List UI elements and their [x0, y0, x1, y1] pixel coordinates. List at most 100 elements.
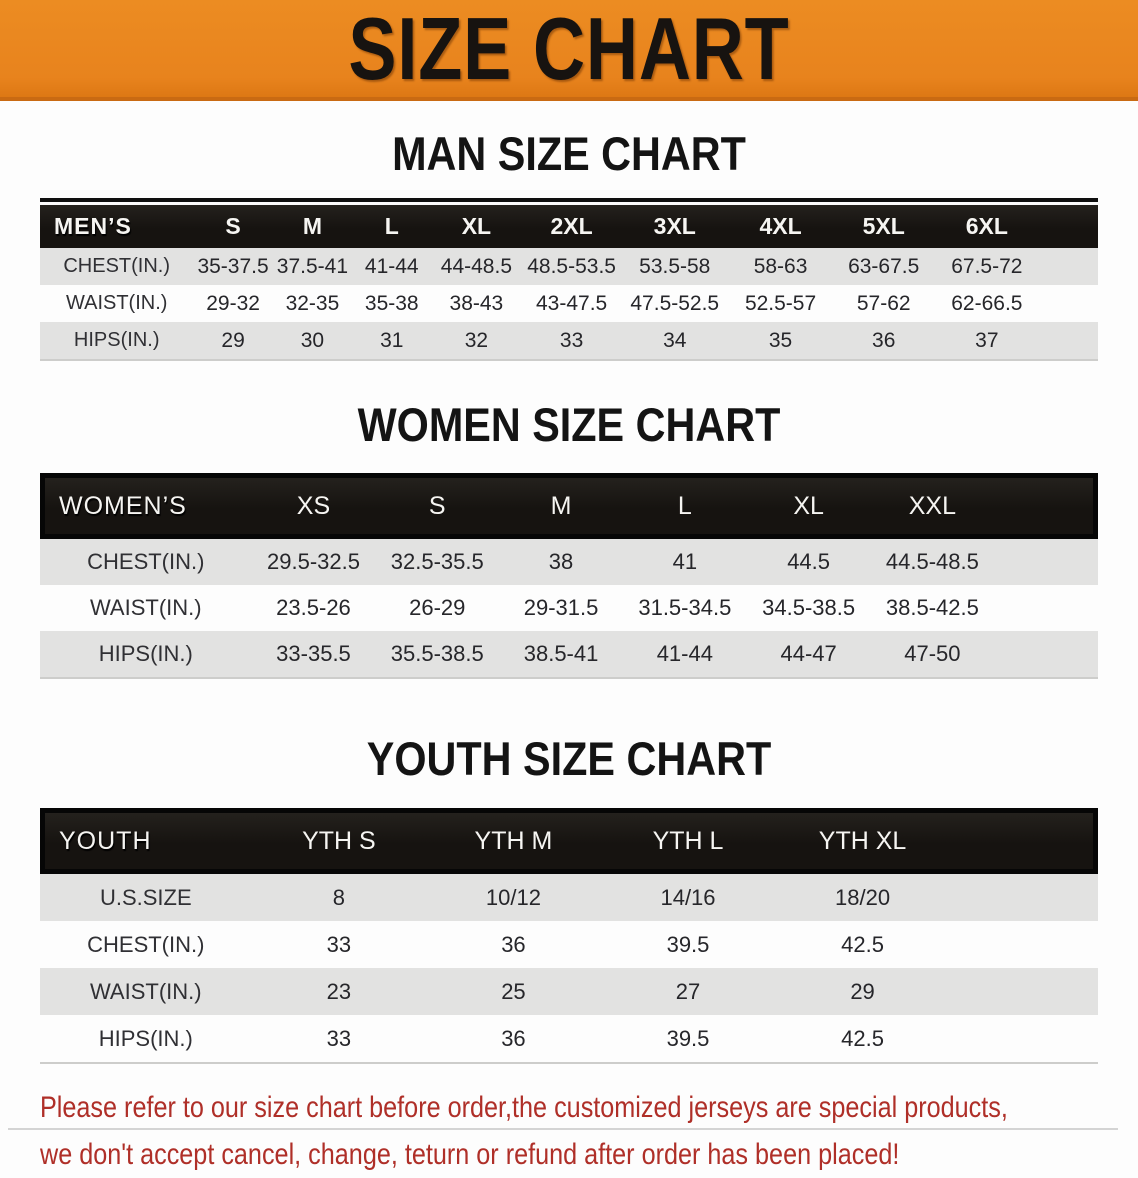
youth-size-heading: YOUTH SIZE CHART	[366, 732, 772, 785]
youth-size-section: YOUTH SIZE CHART YOUTH YTH S YTH M YTH L YTH…	[0, 735, 1138, 1064]
size-value-cell: 42.5	[775, 1015, 950, 1064]
womens-size-table: WOMEN’S XS S M L XL XXL CHEST(IN.) 29.5-32.5 32.5…	[40, 473, 1098, 679]
size-value-cell: 43-47.5	[521, 285, 622, 322]
row-label-cell: WAIST(IN.)	[40, 968, 252, 1015]
size-value-cell: 14/16	[600, 874, 776, 921]
spacer-cell	[949, 921, 1098, 968]
size-value-cell: 27	[600, 968, 776, 1015]
size-value-cell: 39.5	[600, 1015, 776, 1064]
youth-size-table: YOUTH YTH S YTH M YTH L YTH XL U.S.SIZE 8 10/12…	[40, 808, 1098, 1064]
table-row: HIPS(IN.) 33-35.5 35.5-38.5 38.5-41 41-44 44-…	[40, 631, 1098, 679]
size-column-header: YTH L	[600, 808, 776, 874]
size-column-header: XS	[251, 473, 376, 539]
size-value-cell: 41-44	[622, 631, 747, 679]
spacer-cell	[1039, 285, 1098, 322]
size-value-cell: 33-35.5	[251, 631, 376, 679]
size-column-header: YTH M	[426, 808, 601, 874]
spacer-cell	[949, 808, 1098, 874]
row-label-cell: HIPS(IN.)	[40, 631, 252, 679]
size-column-header: S	[193, 202, 273, 248]
size-value-cell: 35-37.5	[193, 248, 273, 285]
spacer-cell	[1039, 322, 1098, 361]
size-value-cell: 23	[251, 968, 427, 1015]
size-column-header: 6XL	[933, 202, 1040, 248]
disclaimer: Please refer to our size chart before or…	[40, 1084, 1138, 1178]
spacer-cell	[994, 473, 1098, 539]
table-row: CHEST(IN.) 33 36 39.5 42.5	[40, 921, 1098, 968]
row-label-cell: WAIST(IN.)	[40, 285, 194, 322]
row-label-cell: HIPS(IN.)	[40, 322, 194, 361]
size-value-cell: 41-44	[352, 248, 432, 285]
spacer-cell	[994, 631, 1098, 679]
size-value-cell: 33	[251, 1015, 427, 1064]
table-row: HIPS(IN.) 29 30 31 32 33 34 35 36 37	[40, 322, 1098, 361]
table-title-cell: YOUTH	[40, 808, 252, 874]
size-value-cell: 44-48.5	[431, 248, 522, 285]
row-label-cell: WAIST(IN.)	[40, 585, 252, 631]
size-value-cell: 30	[272, 322, 353, 361]
size-value-cell: 29-32	[193, 285, 273, 322]
size-value-cell: 38.5-42.5	[870, 585, 995, 631]
size-column-header: S	[375, 473, 500, 539]
table-title-cell: WOMEN’S	[40, 473, 252, 539]
disclaimer-line-1: Please refer to our size chart before or…	[40, 1091, 1008, 1124]
size-value-cell: 41	[622, 539, 747, 585]
size-value-cell: 67.5-72	[933, 248, 1040, 285]
size-value-cell: 35	[727, 322, 834, 361]
womens-size-heading: WOMEN SIZE CHART	[357, 398, 781, 451]
table-row: WAIST(IN.) 23.5-26 26-29 29-31.5 31.5-34.5 34…	[40, 585, 1098, 631]
size-value-cell: 32-35	[272, 285, 353, 322]
size-value-cell: 47-50	[870, 631, 995, 679]
size-value-cell: 23.5-26	[251, 585, 376, 631]
row-label-cell: CHEST(IN.)	[40, 539, 252, 585]
size-value-cell: 38	[499, 539, 623, 585]
size-column-header: YTH S	[251, 808, 427, 874]
size-value-cell: 32	[431, 322, 522, 361]
size-value-cell: 31	[352, 322, 432, 361]
size-value-cell: 58-63	[727, 248, 834, 285]
size-value-cell: 35-38	[352, 285, 432, 322]
table-row: CHEST(IN.) 29.5-32.5 32.5-35.5 38 41 44.5 44.5…	[40, 539, 1098, 585]
size-value-cell: 29.5-32.5	[251, 539, 376, 585]
size-value-cell: 35.5-38.5	[375, 631, 500, 679]
size-value-cell: 29	[775, 968, 950, 1015]
spacer-cell	[949, 968, 1098, 1015]
spacer-cell	[1039, 248, 1098, 285]
table-row: WAIST(IN.) 23 25 27 29	[40, 968, 1098, 1015]
size-column-header: M	[272, 202, 353, 248]
banner-title: SIZE CHART	[348, 0, 790, 98]
row-label-cell: U.S.SIZE	[40, 874, 252, 921]
size-value-cell: 31.5-34.5	[622, 585, 747, 631]
size-value-cell: 39.5	[600, 921, 776, 968]
size-value-cell: 36	[833, 322, 934, 361]
spacer-cell	[994, 585, 1098, 631]
size-value-cell: 29	[193, 322, 273, 361]
bottom-edge-line	[8, 1128, 1118, 1130]
size-value-cell: 29-31.5	[499, 585, 623, 631]
table-title-cell: MEN’S	[40, 202, 194, 248]
size-value-cell: 18/20	[775, 874, 950, 921]
row-label-cell: CHEST(IN.)	[40, 248, 194, 285]
size-value-cell: 38.5-41	[499, 631, 623, 679]
size-column-header: YTH XL	[775, 808, 950, 874]
disclaimer-line-2: we don't accept cancel, change, teturn o…	[40, 1138, 900, 1171]
mens-size-heading: MAN SIZE CHART	[392, 127, 746, 180]
row-label-cell: CHEST(IN.)	[40, 921, 252, 968]
table-row: WAIST(IN.) 29-32 32-35 35-38 38-43 43-47.5 47.…	[40, 285, 1098, 322]
table-header-row: MEN’S S M L XL 2XL 3XL 4XL 5XL 6XL	[40, 202, 1098, 248]
size-value-cell: 48.5-53.5	[521, 248, 622, 285]
table-row: HIPS(IN.) 33 36 39.5 42.5	[40, 1015, 1098, 1064]
size-value-cell: 37.5-41	[272, 248, 353, 285]
size-column-header: L	[352, 202, 432, 248]
size-value-cell: 44-47	[746, 631, 871, 679]
size-value-cell: 44.5-48.5	[870, 539, 995, 585]
spacer-cell	[1039, 202, 1098, 248]
size-value-cell: 10/12	[426, 874, 601, 921]
size-column-header: 2XL	[521, 202, 622, 248]
size-column-header: 5XL	[833, 202, 934, 248]
spacer-cell	[949, 1015, 1098, 1064]
spacer-cell	[994, 539, 1098, 585]
size-value-cell: 36	[426, 921, 601, 968]
mens-size-table: MEN’S S M L XL 2XL 3XL 4XL 5XL 6XL CHEST(IN.) 35-37…	[40, 198, 1098, 361]
row-label-cell: HIPS(IN.)	[40, 1015, 252, 1064]
